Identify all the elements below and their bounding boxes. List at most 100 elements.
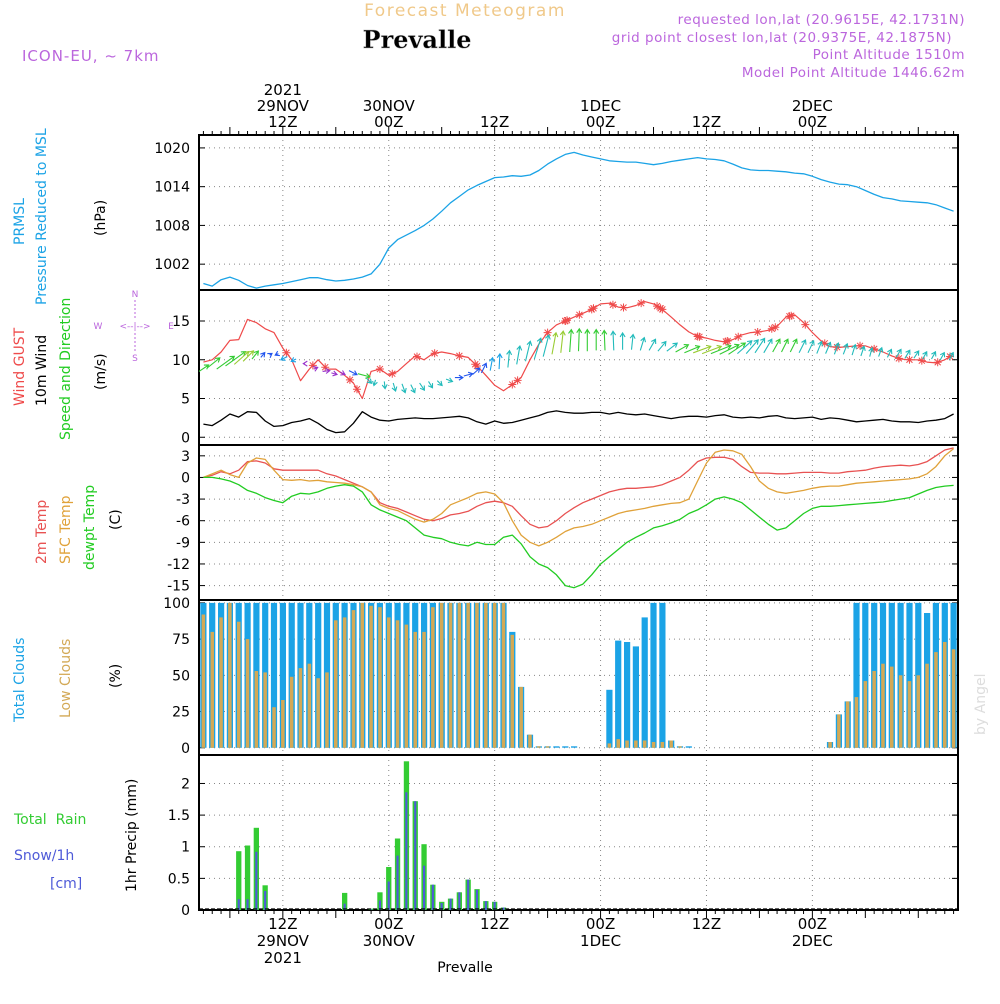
gust-marker — [345, 375, 354, 384]
wind-arrow — [454, 374, 464, 381]
gust-marker — [473, 361, 482, 370]
low-clouds-bar — [378, 607, 382, 748]
gust-marker — [375, 365, 384, 374]
wind-arrow — [472, 367, 481, 375]
wind-arrow — [629, 333, 636, 350]
low-clouds-bar — [907, 681, 912, 748]
wind-arrow — [524, 340, 533, 362]
time-label-bottom: 00Z — [798, 915, 827, 933]
wind-arrow — [868, 346, 875, 357]
wind-arrow — [657, 340, 667, 352]
wind-arrow — [480, 362, 488, 374]
wind-arrow — [233, 350, 250, 365]
wind-arrow — [719, 343, 740, 355]
prmsl-long-label: Pressure Reduced to MSL — [34, 128, 50, 305]
wind-arrow — [584, 328, 591, 352]
wind-arrow — [274, 350, 280, 357]
wind-arrow — [267, 352, 273, 359]
time-label-top: 29NOV — [257, 97, 310, 115]
wind-arrow — [488, 356, 495, 371]
total-clouds-bar — [624, 642, 631, 748]
rain-bar — [342, 892, 348, 910]
time-label-top: 12Z — [692, 113, 721, 131]
wind-arrow — [816, 340, 823, 354]
low-clouds-bar — [837, 714, 841, 748]
y-tick-label: 1.5 — [168, 808, 190, 824]
low-clouds-bar — [342, 617, 347, 748]
time-label-top: 00Z — [374, 113, 403, 131]
wind-unit-label: (m/s) — [93, 353, 109, 390]
low-clouds-bar — [484, 602, 488, 748]
y-tick-label: -6 — [176, 514, 190, 530]
snow-unit-label: [cm] — [50, 876, 82, 892]
wind-arrow — [533, 337, 543, 360]
snow-bar — [440, 903, 443, 910]
grid-point-coords: grid point closest lon,lat (20.9375E, 42… — [612, 30, 952, 46]
pressure-unit-label: (hPa) — [93, 200, 109, 236]
low-clouds-bar — [916, 675, 920, 748]
gust-marker — [658, 305, 667, 314]
rain-bar — [368, 908, 374, 910]
requested-coords: requested lon,lat (20.9615E, 42.1731N) — [678, 12, 965, 28]
gust-marker — [430, 349, 439, 358]
time-label-top: 12Z — [480, 113, 509, 131]
wind-arrow — [728, 342, 747, 355]
low-clouds-bar — [890, 666, 894, 748]
gust-marker — [917, 356, 926, 365]
location-title: Prevalle — [363, 25, 472, 54]
compass-south: S — [132, 354, 138, 364]
low-clouds-bar — [245, 639, 250, 748]
wind-arrow — [290, 357, 297, 363]
time-label-bottom: 12Z — [692, 915, 721, 933]
sfc-label: SFC Temp — [58, 495, 74, 564]
wind-arrow — [445, 377, 454, 384]
sfc-temp-line — [203, 448, 955, 547]
low-clouds-bar — [660, 742, 665, 748]
y-tick-label: -3 — [176, 492, 190, 508]
wind-arrow — [551, 331, 559, 355]
wind-arrow — [576, 327, 583, 352]
y-tick-label: 15 — [172, 314, 190, 330]
wind-arrow — [198, 364, 210, 372]
wind-arrow — [939, 351, 946, 361]
wind-10m-line — [203, 410, 954, 434]
wind-arrow — [463, 371, 474, 378]
wind-arrow — [601, 329, 608, 351]
snow-bar — [343, 903, 346, 910]
low-clouds-bar — [289, 676, 294, 748]
plot-area: 100210081014102005101530-3-6-9-12-150255… — [154, 81, 959, 967]
gust-marker — [820, 339, 829, 348]
total-clouds-bar — [606, 689, 613, 748]
total-clouds-bar — [685, 746, 692, 748]
low-clouds-bar — [642, 740, 647, 748]
wind-arrow — [904, 349, 911, 359]
wind-arrow — [913, 350, 920, 359]
time-label-bottom: 1DEC — [580, 932, 621, 950]
wind-arrow — [737, 340, 753, 355]
wind-arrow — [693, 344, 712, 354]
wind-arrow — [948, 351, 954, 361]
wind-arrow — [506, 349, 513, 368]
wind-arrow — [710, 344, 732, 355]
low-clouds-bar — [651, 742, 656, 748]
y-tick-label: 1014 — [154, 180, 190, 196]
rain-bar — [236, 851, 242, 910]
snow-bar — [237, 899, 240, 910]
total-clouds-bar — [906, 602, 913, 748]
snow-label: Snow/1h — [14, 848, 74, 864]
point-altitude: Point Altitude 1510m — [813, 47, 965, 63]
time-label-top: 00Z — [586, 113, 615, 131]
y-tick-label: 25 — [172, 705, 190, 721]
wind-arrow — [516, 344, 523, 365]
wind-gust-label: Wind GUST — [12, 327, 28, 406]
gust-marker — [508, 380, 517, 389]
low-clouds-bar — [466, 602, 470, 748]
rain-bar — [244, 845, 251, 910]
total-clouds-bar — [641, 617, 648, 748]
wind-arrow — [496, 352, 503, 370]
gust-marker — [589, 304, 598, 313]
low-clouds-bar — [351, 610, 356, 748]
wind-arrow — [331, 370, 339, 377]
time-label-bottom: 00Z — [374, 915, 403, 933]
